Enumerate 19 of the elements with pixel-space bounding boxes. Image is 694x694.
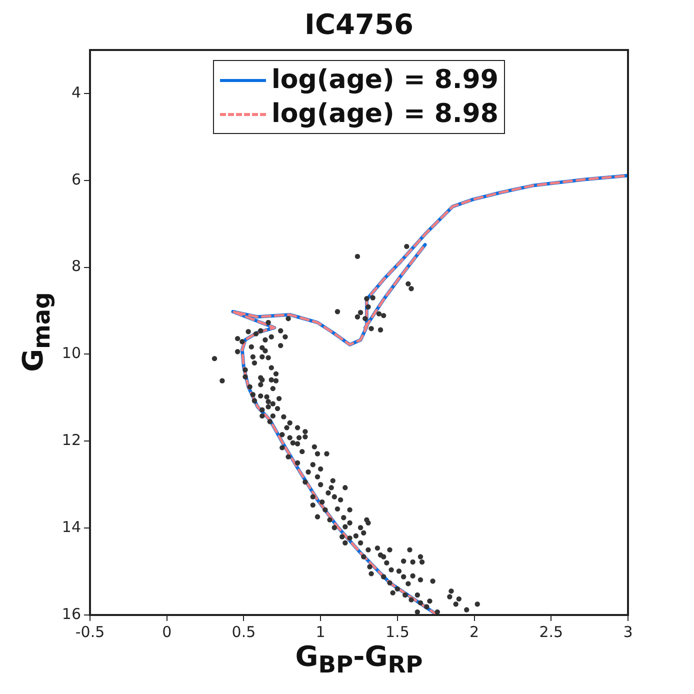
y-tick-label: 10 <box>62 344 81 362</box>
y-tick-label: 4 <box>71 83 81 102</box>
x-tick-label: 0 <box>162 622 172 641</box>
y-tick-label: 14 <box>62 518 81 536</box>
x-tick-label: 3 <box>623 622 633 641</box>
x-axis-title: G$_{BP}$-G$_{RP}$ <box>294 640 424 679</box>
x-tick-label: 2 <box>470 622 480 641</box>
x-tick-label: 2.5 <box>539 622 564 641</box>
x-tick-label: 0.5 <box>232 622 256 641</box>
legend-label: log(age) = 8.99 <box>272 64 498 97</box>
y-tick-label: 8 <box>71 257 81 276</box>
x-tick-label: 1 <box>316 622 326 641</box>
y-tick-label: 16 <box>62 604 81 623</box>
x-tick-label: -0.5 <box>75 622 105 641</box>
x-tick-label: 1.5 <box>386 622 410 641</box>
y-tick-label: 12 <box>62 431 81 450</box>
chart-title: IC4756 <box>304 8 414 41</box>
y-tick-label: 6 <box>71 170 81 188</box>
legend-label: log(age) = 8.98 <box>272 98 498 131</box>
